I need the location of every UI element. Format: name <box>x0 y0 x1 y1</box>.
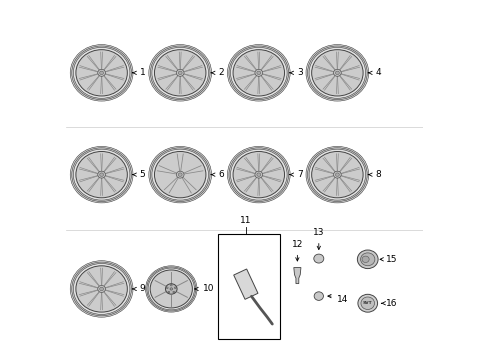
Ellipse shape <box>228 46 288 100</box>
Ellipse shape <box>150 148 210 202</box>
Ellipse shape <box>313 254 323 263</box>
Ellipse shape <box>178 173 182 176</box>
Ellipse shape <box>154 50 205 96</box>
Ellipse shape <box>166 287 168 288</box>
Text: 7: 7 <box>296 170 302 179</box>
Ellipse shape <box>357 294 377 312</box>
Ellipse shape <box>311 152 363 198</box>
Ellipse shape <box>361 256 368 262</box>
Ellipse shape <box>360 253 374 266</box>
Text: 9: 9 <box>140 284 145 293</box>
Ellipse shape <box>73 48 130 98</box>
Ellipse shape <box>230 48 286 98</box>
Ellipse shape <box>76 50 127 96</box>
Ellipse shape <box>76 152 127 198</box>
Ellipse shape <box>178 71 182 75</box>
Ellipse shape <box>227 147 289 203</box>
Ellipse shape <box>145 266 197 312</box>
Text: 2: 2 <box>218 68 224 77</box>
Ellipse shape <box>254 171 262 178</box>
Text: 4: 4 <box>375 68 380 77</box>
Ellipse shape <box>146 267 195 311</box>
Bar <box>217 234 280 339</box>
Text: 16: 16 <box>386 299 397 308</box>
Ellipse shape <box>308 48 365 98</box>
Ellipse shape <box>167 291 169 293</box>
Ellipse shape <box>98 171 105 178</box>
Text: 10: 10 <box>202 284 214 293</box>
Text: 13: 13 <box>312 228 324 237</box>
Ellipse shape <box>256 71 260 75</box>
Ellipse shape <box>228 148 288 202</box>
Ellipse shape <box>333 69 341 76</box>
Ellipse shape <box>256 173 260 176</box>
Ellipse shape <box>152 149 208 200</box>
Text: 12: 12 <box>291 240 303 249</box>
Ellipse shape <box>174 287 176 288</box>
Ellipse shape <box>72 148 131 202</box>
Polygon shape <box>293 267 300 284</box>
Ellipse shape <box>335 173 339 176</box>
Ellipse shape <box>98 285 105 292</box>
Ellipse shape <box>170 284 172 286</box>
Ellipse shape <box>150 46 210 100</box>
Ellipse shape <box>173 291 174 293</box>
Polygon shape <box>233 269 258 299</box>
Ellipse shape <box>357 250 377 269</box>
Text: SVT: SVT <box>362 301 372 305</box>
Ellipse shape <box>100 287 103 291</box>
Ellipse shape <box>176 69 183 76</box>
Ellipse shape <box>176 171 183 178</box>
Ellipse shape <box>307 46 366 100</box>
Ellipse shape <box>70 45 133 101</box>
Ellipse shape <box>254 69 262 76</box>
Ellipse shape <box>311 50 363 96</box>
Ellipse shape <box>233 152 284 198</box>
Ellipse shape <box>154 152 205 198</box>
Ellipse shape <box>73 264 130 314</box>
Ellipse shape <box>98 69 105 76</box>
Ellipse shape <box>305 45 368 101</box>
Text: 5: 5 <box>140 170 145 179</box>
Ellipse shape <box>148 45 211 101</box>
Text: 15: 15 <box>386 255 397 264</box>
Ellipse shape <box>170 288 172 290</box>
Text: 3: 3 <box>296 68 302 77</box>
Ellipse shape <box>305 147 368 203</box>
Ellipse shape <box>76 266 127 312</box>
Ellipse shape <box>307 148 366 202</box>
Ellipse shape <box>333 171 341 178</box>
Text: 1: 1 <box>140 68 145 77</box>
Ellipse shape <box>72 46 131 100</box>
Ellipse shape <box>70 261 133 317</box>
Text: 11: 11 <box>240 216 251 225</box>
Ellipse shape <box>165 284 177 294</box>
Ellipse shape <box>308 149 365 200</box>
Text: 8: 8 <box>375 170 381 179</box>
Ellipse shape <box>230 149 286 200</box>
Ellipse shape <box>148 147 211 203</box>
Ellipse shape <box>72 262 131 316</box>
Ellipse shape <box>73 149 130 200</box>
Ellipse shape <box>100 71 103 75</box>
Ellipse shape <box>313 292 323 300</box>
Ellipse shape <box>360 297 374 310</box>
Ellipse shape <box>227 45 289 101</box>
Ellipse shape <box>148 268 194 310</box>
Ellipse shape <box>335 71 339 75</box>
Ellipse shape <box>152 48 208 98</box>
Ellipse shape <box>70 147 133 203</box>
Ellipse shape <box>233 50 284 96</box>
Ellipse shape <box>150 270 192 308</box>
Text: 6: 6 <box>218 170 224 179</box>
Text: 14: 14 <box>336 295 347 304</box>
Ellipse shape <box>100 173 103 176</box>
